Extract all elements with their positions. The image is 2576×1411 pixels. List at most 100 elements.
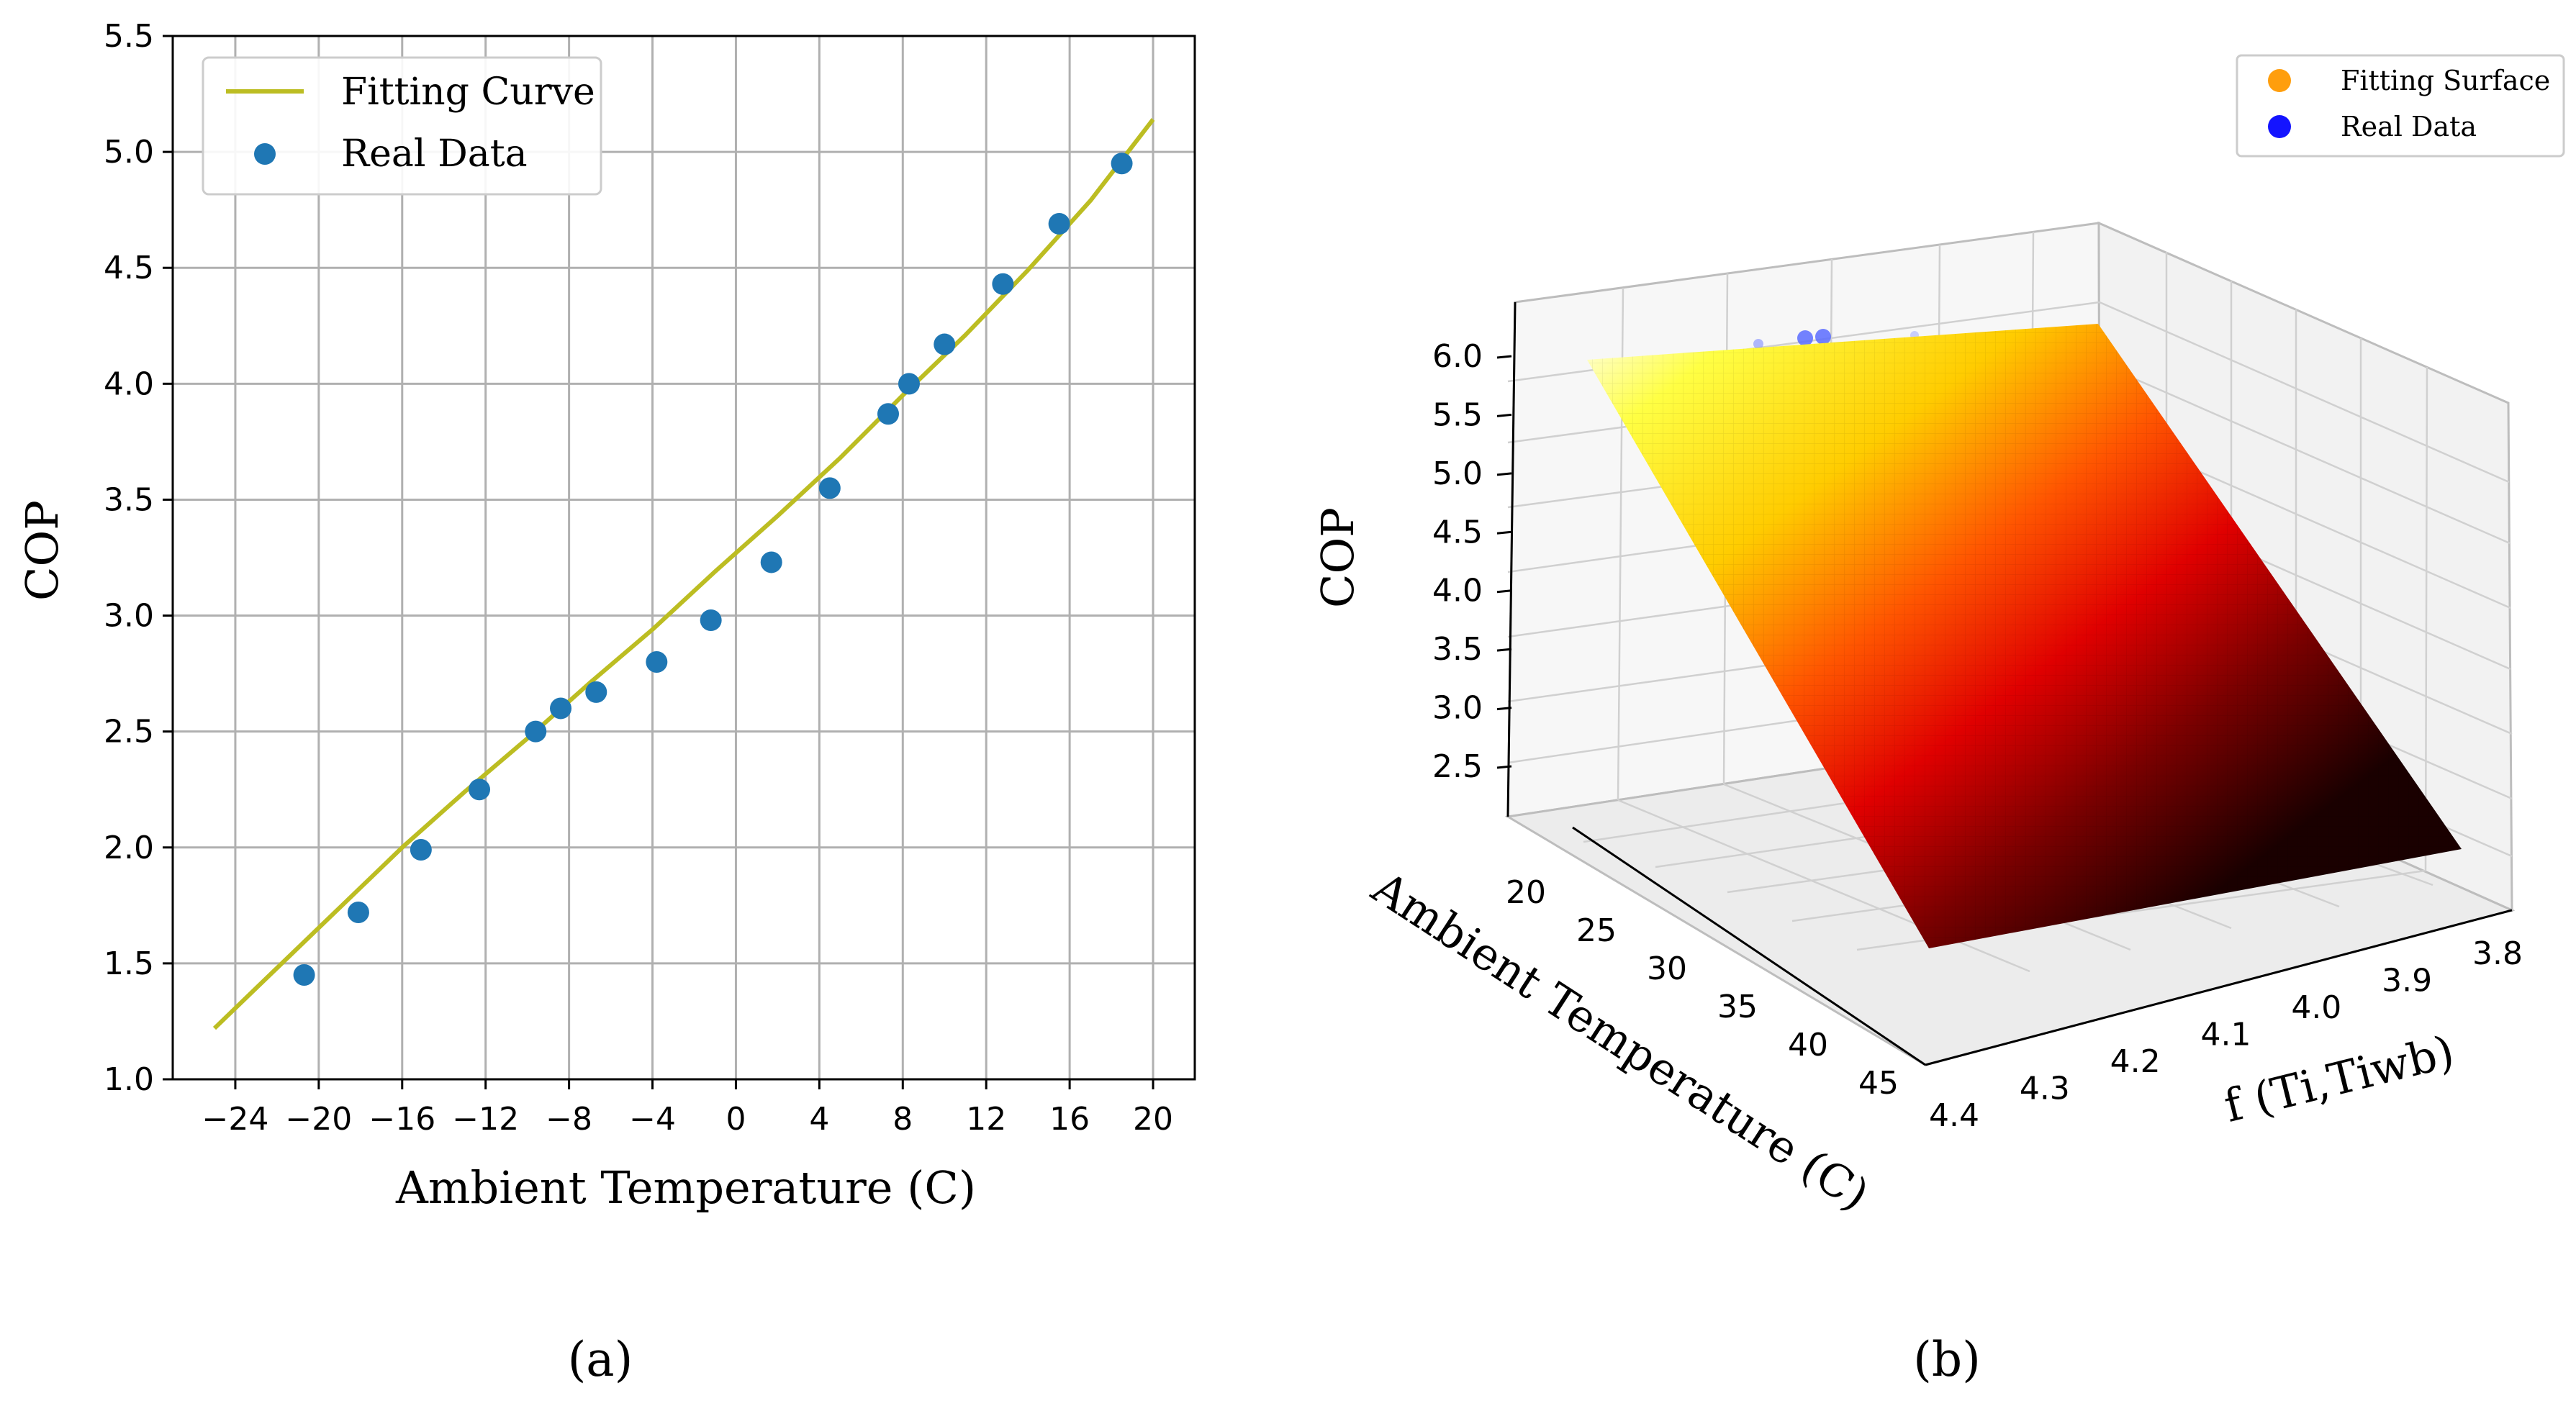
panel-a: −24 −20 −16 −12 −8 −4 0 4 8 12 16 20 1.0 1.5 2.0 2.5 3.… <box>16 18 1196 1387</box>
3d-axis-edges <box>1506 301 2513 1066</box>
legend-fitting-surface-swatch <box>2268 69 2291 92</box>
panel-a-caption: (a) <box>568 1332 633 1387</box>
x-tick-label: −12 <box>452 1101 519 1138</box>
y-tick-label-3d: 4.4 <box>1929 1097 1979 1134</box>
z-tick-label: 5.5 <box>1432 396 1483 433</box>
y-tick-label: 5.5 <box>104 18 154 55</box>
legend-real-data-3d-swatch <box>2268 115 2291 138</box>
x-tick-label: −4 <box>629 1101 676 1138</box>
y-tick-label-3d: 3.8 <box>2472 935 2523 972</box>
x-tick-label: 20 <box>1133 1101 1173 1138</box>
z-tick-label: 4.0 <box>1432 573 1483 609</box>
z-tick-label: 3.5 <box>1432 631 1483 668</box>
real-data-point <box>898 373 920 395</box>
legend-real-data-swatch <box>254 143 276 165</box>
x-tick-label: 8 <box>892 1101 913 1138</box>
real-data-point <box>469 779 490 801</box>
y-tick-label: 2.0 <box>104 830 154 866</box>
z-axis-label-b: COP <box>1311 507 1364 608</box>
z-tick-mark <box>1496 413 1512 417</box>
x-ticks-a: −24 −20 −16 −12 −8 −4 0 4 8 12 16 20 <box>202 1079 1173 1138</box>
y-ticks-a: 1.0 1.5 2.0 2.5 3.0 3.5 4.0 4.5 5.0 5.5 <box>104 18 173 1098</box>
y-axis-label-a: COP <box>16 500 68 601</box>
real-data-point <box>818 477 841 499</box>
real-data-point <box>1797 330 1813 346</box>
x-tick-label: −8 <box>546 1101 592 1138</box>
real-data-point <box>877 403 899 425</box>
x-axis-label-a: Ambient Temperature (C) <box>395 1161 976 1214</box>
z-tick-mark <box>1496 530 1512 535</box>
x-axis-line-3d <box>1572 826 1926 1066</box>
y-tick-label: 1.0 <box>104 1061 154 1098</box>
y-tick-label-3d: 4.2 <box>2110 1043 2161 1080</box>
x-tick-label-3d: 40 <box>1788 1027 1828 1063</box>
y-ticks-3d: 4.4 4.3 4.2 4.1 4.0 3.9 3.8 <box>1929 935 2523 1134</box>
x-tick-label: 12 <box>966 1101 1006 1138</box>
y-tick-label: 2.5 <box>104 714 154 750</box>
panel-b-caption: (b) <box>1913 1332 1981 1387</box>
x-tick-label-3d: 30 <box>1647 951 1687 987</box>
z-tick-mark <box>1496 765 1512 769</box>
real-data-point <box>1048 213 1070 235</box>
legend-a: Fitting Curve Real Data <box>202 56 602 196</box>
z-tick-label: 5.0 <box>1432 455 1483 492</box>
y-tick-label-3d: 3.9 <box>2382 963 2432 999</box>
y-axis-line-3d <box>1925 909 2513 1066</box>
x-tick-label: −24 <box>202 1101 269 1138</box>
panel-b: 2.5 3.0 3.5 4.0 4.5 5.0 5.5 6.0 20 25 30 35 40 45 4.… <box>1311 54 2565 1387</box>
legend-real-data-label: Real Data <box>341 132 528 176</box>
legend-real-data-3d-label: Real Data <box>2341 111 2477 142</box>
real-data-point <box>1753 339 1763 349</box>
y-tick-label-3d: 4.3 <box>2020 1071 2070 1107</box>
z-tick-mark <box>1496 648 1512 652</box>
y-tick-label: 3.5 <box>104 481 154 518</box>
real-data-point <box>293 964 315 986</box>
x-tick-label: −16 <box>369 1101 435 1138</box>
fitting-curve-series <box>212 118 1155 1030</box>
x-tick-label-3d: 20 <box>1506 874 1546 911</box>
z-ticks: 2.5 3.0 3.5 4.0 4.5 5.0 5.5 6.0 <box>1432 338 1512 785</box>
legend-fitting-curve-label: Fitting Curve <box>341 71 595 114</box>
real-data-point <box>934 333 956 355</box>
z-axis-line-3d <box>1506 301 1517 817</box>
legend-b: Fitting Surface Real Data <box>2236 54 2565 158</box>
x-tick-label-3d: 35 <box>1717 989 1758 1025</box>
y-tick-label: 3.0 <box>104 598 154 635</box>
real-data-point <box>525 720 547 743</box>
y-tick-label: 4.5 <box>104 250 154 286</box>
real-data-point <box>410 839 432 861</box>
z-tick-mark <box>1496 589 1512 594</box>
plot-frame-a <box>171 35 1196 1081</box>
z-tick-mark <box>1496 472 1512 476</box>
z-tick-label: 2.5 <box>1432 748 1483 785</box>
y-tick-label: 5.0 <box>104 134 154 171</box>
y-tick-label: 1.5 <box>104 945 154 982</box>
real-data-point <box>760 551 782 573</box>
x-tick-label-3d: 25 <box>1576 912 1617 949</box>
z-tick-label: 4.5 <box>1432 514 1483 550</box>
x-ticks-3d: 20 25 30 35 40 45 <box>1506 874 1899 1102</box>
real-data-point <box>585 681 607 703</box>
z-tick-label: 6.0 <box>1432 338 1483 375</box>
real-data-point <box>992 273 1014 295</box>
y-tick-label-3d: 4.0 <box>2291 989 2341 1026</box>
y-axis-label-b: f (Ti,Tiwb) <box>2219 1025 2459 1133</box>
fitting-surface-mesh <box>1587 324 2462 948</box>
real-data-point <box>347 902 369 923</box>
z-tick-label: 3.0 <box>1432 690 1483 727</box>
legend-fitting-surface-label: Fitting Surface <box>2341 65 2550 96</box>
x-tick-label: 0 <box>726 1101 746 1138</box>
z-tick-mark <box>1496 707 1512 711</box>
real-data-point <box>1815 329 1831 345</box>
z-tick-mark <box>1496 355 1512 359</box>
real-data-point <box>550 697 572 720</box>
real-data-point <box>646 651 668 673</box>
real-data-point <box>1111 153 1133 175</box>
x-tick-label: 4 <box>809 1101 829 1138</box>
real-data-point <box>700 609 722 631</box>
legend-b-box <box>2236 54 2565 158</box>
y-tick-label-3d: 4.1 <box>2201 1017 2251 1053</box>
x-tick-label: 16 <box>1049 1101 1090 1138</box>
x-tick-label: −20 <box>285 1101 352 1138</box>
